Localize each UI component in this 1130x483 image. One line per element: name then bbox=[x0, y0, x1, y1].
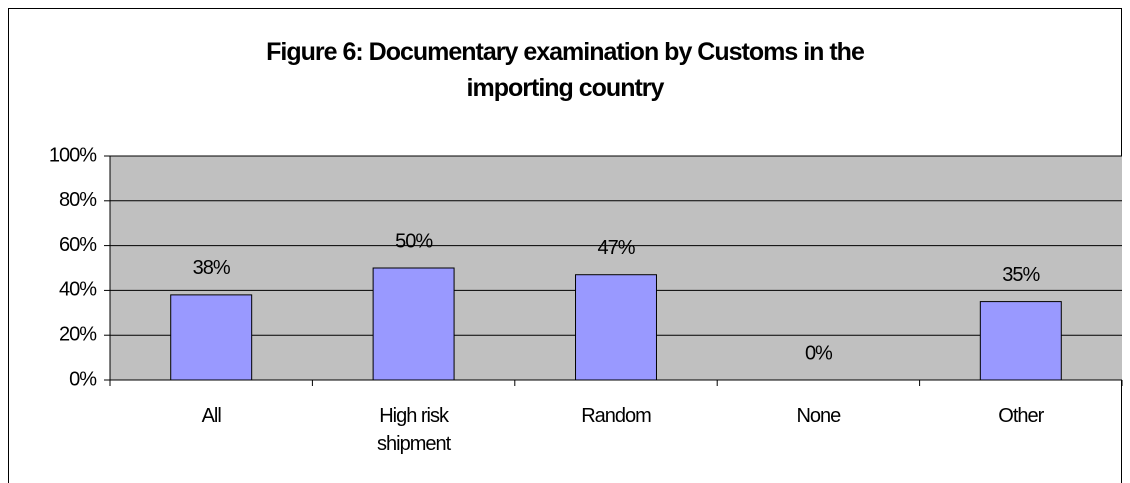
bar bbox=[979, 301, 1062, 381]
x-tick-label: High risk shipment bbox=[377, 405, 451, 455]
y-tick-label: 20% bbox=[59, 323, 97, 345]
bar bbox=[170, 294, 253, 381]
x-tick-label: None bbox=[796, 405, 841, 427]
x-tick-label: Other bbox=[998, 405, 1044, 427]
data-label: 35% bbox=[1002, 264, 1040, 286]
data-label: 47% bbox=[597, 237, 635, 259]
data-label: 50% bbox=[395, 230, 433, 252]
x-tick-label: Random bbox=[581, 405, 652, 427]
y-tick-label: 0% bbox=[69, 368, 97, 390]
bar bbox=[372, 267, 455, 381]
y-tick-label: 60% bbox=[59, 234, 97, 256]
bar bbox=[575, 274, 657, 381]
data-label: 38% bbox=[193, 257, 231, 279]
data-label: 0% bbox=[805, 342, 833, 364]
y-tick-label: 40% bbox=[59, 279, 97, 301]
y-tick-label: 80% bbox=[59, 189, 97, 211]
chart-title: Figure 6: Documentary examination by Cus… bbox=[266, 38, 865, 102]
x-tick-label: All bbox=[201, 405, 222, 427]
y-tick-label: 100% bbox=[49, 144, 97, 166]
